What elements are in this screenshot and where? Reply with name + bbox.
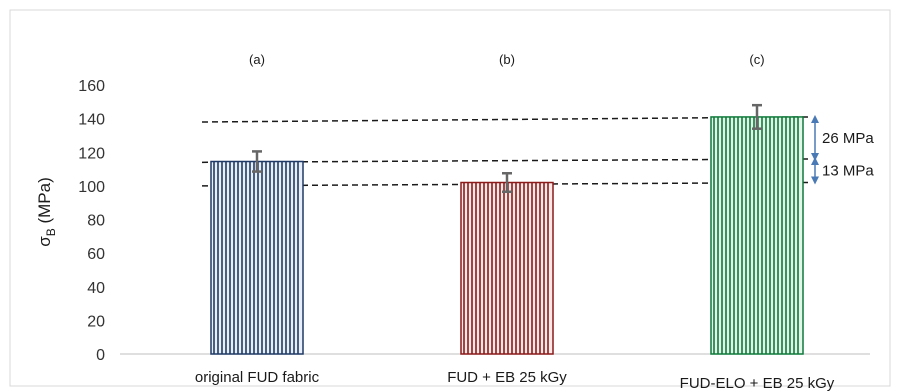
y-tick-label: 80 (87, 213, 105, 230)
bar (710, 116, 804, 355)
error-bar (502, 172, 512, 194)
y-tick-label: 20 (87, 313, 105, 330)
y-tick-label: 0 (96, 347, 105, 364)
reference-line (201, 116, 812, 123)
panel-label: (b) (499, 52, 515, 67)
y-tick-label: 100 (78, 179, 105, 196)
category-label: FUD + EB 25 kGy (447, 369, 567, 386)
y-tick-label: 120 (78, 145, 105, 162)
y-axis-label-symbol: σ (35, 236, 54, 247)
chart-border (9, 9, 891, 387)
bars (210, 116, 804, 355)
difference-annotation: 26 MPa (811, 114, 874, 161)
panel-label: (c) (749, 52, 764, 67)
y-axis-label-unit: (MPa) (35, 177, 54, 228)
error-bars (252, 103, 762, 194)
difference-annotation: 13 MPa (811, 156, 874, 185)
category-label: FUD-ELO + EB 25 kGy (680, 375, 835, 392)
difference-label: 13 MPa (822, 163, 874, 180)
y-axis-label: σB (MPa) (35, 177, 58, 247)
error-bar (752, 103, 762, 130)
y-axis-ticks: 0 20 40 60 80 100 120 140 160 (78, 78, 105, 364)
annotations: 26 MPa 13 MPa (811, 114, 874, 185)
y-axis-label-subscript: B (44, 228, 58, 236)
y-tick-label: 40 (87, 280, 105, 297)
panel-label: (a) (249, 52, 265, 67)
category-labels: original FUD fabric FUD + EB 25 kGy FUD-EL… (195, 369, 835, 392)
category-label: original FUD fabric (195, 369, 320, 386)
difference-label: 26 MPa (822, 130, 874, 147)
bar (210, 160, 304, 355)
panel-labels: (a) (b) (c) (249, 52, 765, 67)
error-bar (252, 150, 262, 173)
y-tick-label: 60 (87, 246, 105, 263)
y-tick-label: 140 (78, 112, 105, 129)
bar (460, 181, 554, 355)
y-tick-label: 160 (78, 78, 105, 95)
